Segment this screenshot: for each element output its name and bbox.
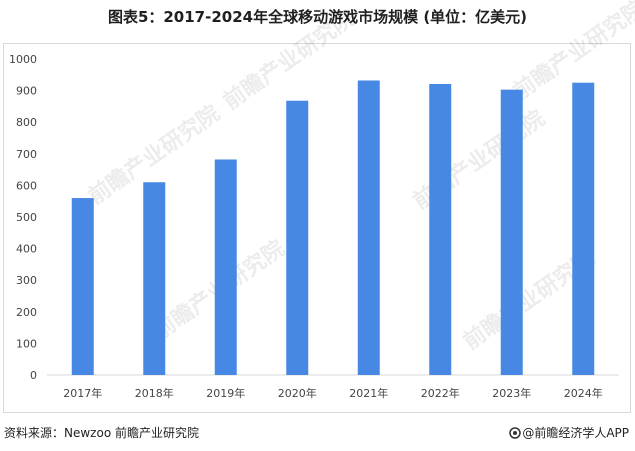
bar-2022年 [429, 83, 452, 376]
x-tick-label: 2022年 [421, 386, 460, 400]
source-note: 资料来源：Newzoo 前瞻产业研究院 [4, 426, 199, 440]
x-tick-label: 2020年 [278, 386, 317, 400]
bar-2024年 [572, 82, 595, 375]
y-tick-label: 500 [16, 211, 37, 224]
bar-2019年 [214, 159, 237, 375]
x-tick-label: 2018年 [135, 386, 174, 400]
x-tick-label: 2023年 [492, 386, 531, 400]
chart-bars [71, 80, 595, 376]
watermark-text: 前瞻产业研究院 [509, 0, 635, 105]
y-tick-label: 1000 [9, 53, 37, 66]
x-tick-label: 2024年 [564, 386, 603, 400]
x-tick-label: 2021年 [349, 386, 388, 400]
y-tick-label: 700 [16, 148, 37, 161]
y-tick-label: 0 [30, 369, 37, 382]
x-tick-label: 2019年 [206, 386, 245, 400]
bar-2021年 [357, 80, 380, 375]
brand-credit: @前瞻经济学人APP [509, 424, 629, 441]
chart-title: 图表5：2017-2024年全球移动游戏市场规模 (单位：亿美元) [107, 8, 528, 26]
y-tick-label: 900 [16, 85, 37, 98]
x-tick-label: 2017年 [63, 386, 102, 400]
y-tick-label: 400 [16, 243, 37, 256]
brand-logo-icon [509, 427, 522, 439]
bar-2023年 [500, 89, 523, 375]
bar-2017年 [71, 198, 94, 375]
bar-2018年 [143, 182, 166, 375]
bar-2020年 [286, 100, 309, 375]
brand-text: @前瞻经济学人APP [522, 426, 629, 440]
y-tick-label: 200 [16, 306, 37, 319]
chart-labels: 0 100 200 300 400 500 600 700 800 900 1000 2017年 201… [9, 53, 603, 400]
y-tick-label: 300 [16, 274, 37, 287]
y-tick-label: 100 [16, 337, 37, 350]
plot-frame [3, 43, 631, 413]
y-tick-label: 800 [16, 116, 37, 129]
watermark-text: 前瞻产业研究院 [219, 5, 360, 115]
y-tick-label: 600 [16, 179, 37, 192]
